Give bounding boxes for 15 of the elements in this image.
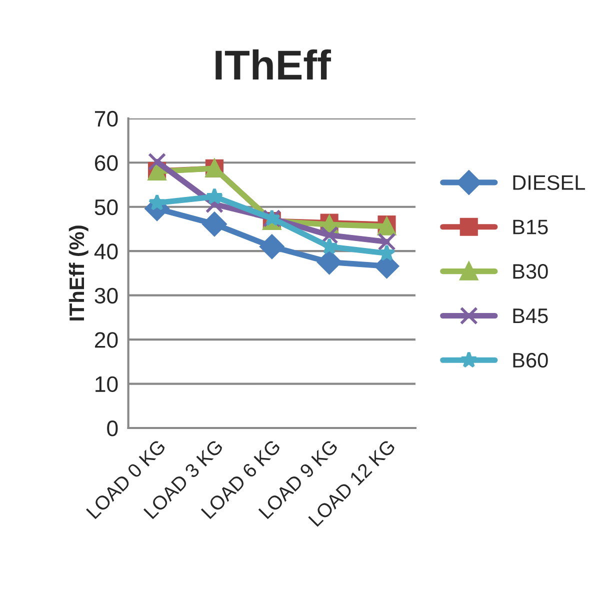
- y-tick-label: 30: [94, 288, 118, 304]
- y-tick-label: 20: [94, 332, 118, 348]
- legend-label: B15: [513, 220, 548, 234]
- y-tick-label: 0: [107, 420, 118, 436]
- y-tick-label: 40: [94, 244, 118, 260]
- legend-label: DIESEL: [513, 175, 586, 190]
- y-tick-label: 10: [96, 376, 118, 392]
- legend-label: B60: [513, 352, 548, 368]
- y-tick-label: 50: [94, 199, 118, 216]
- y-tick-label: 70: [95, 110, 118, 127]
- y-tick-label: 60: [95, 155, 118, 171]
- y-axis-title: IThEff (%): [68, 226, 88, 320]
- legend-label: B45: [513, 308, 548, 324]
- legend-label: B30: [513, 264, 548, 279]
- chart-title: IThEff: [216, 49, 331, 80]
